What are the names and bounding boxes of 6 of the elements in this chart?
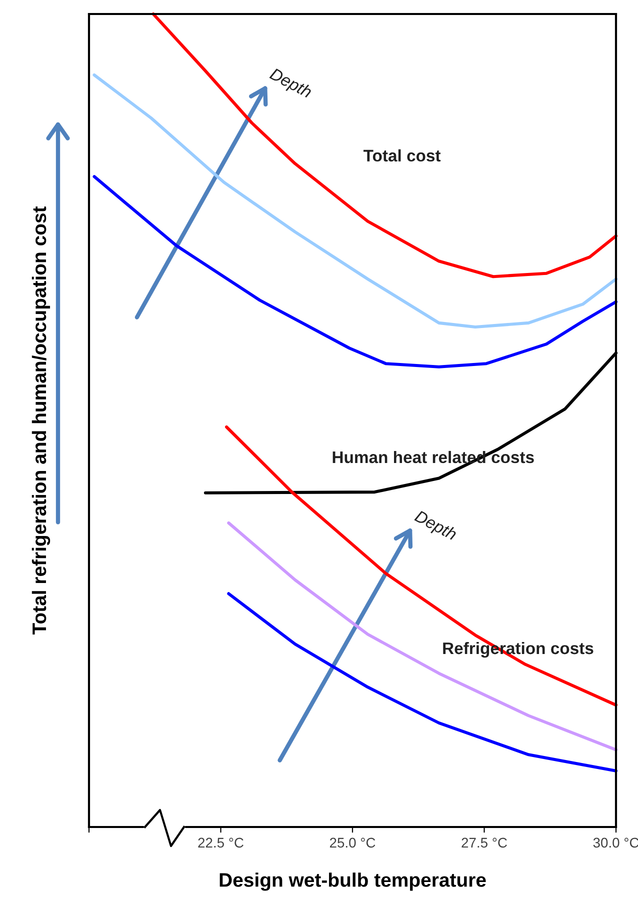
x-axis-title: Design wet-bulb temperature: [220, 872, 486, 891]
annotation: Total cost: [363, 149, 441, 162]
x-tick-label: 22.5 °C: [198, 838, 244, 848]
y-axis-title: Total refrigeration and human/occupation cost: [32, 206, 50, 635]
x-tick-label: 27.5 °C: [462, 838, 507, 848]
x-tick-label: 25.0 °C: [330, 838, 376, 848]
